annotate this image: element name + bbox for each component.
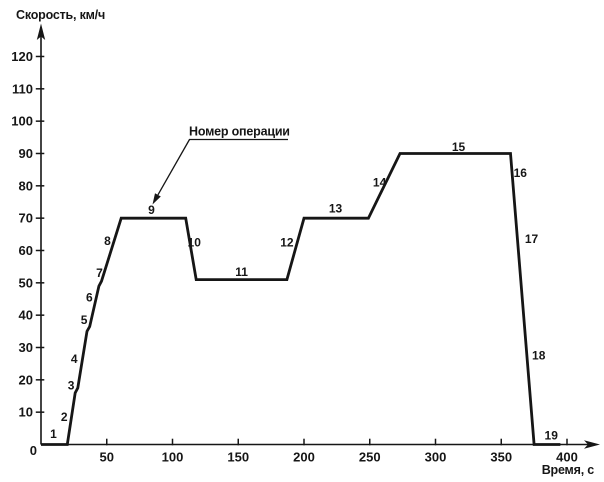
y-tick-label: 70	[19, 211, 33, 226]
y-tick-label: 50	[19, 275, 33, 290]
x-tick-label: 200	[293, 450, 315, 465]
y-tick-group: 10 20 30 40 50 60 70 80 90 100 110 120 0	[11, 49, 45, 458]
y-tick-label: 10	[19, 405, 33, 420]
operation-label-10: 10	[188, 235, 202, 249]
y-axis-title: Скорость, км/ч	[16, 8, 105, 22]
operation-label-19: 19	[545, 428, 559, 442]
y-axis-arrow-icon	[36, 23, 46, 40]
x-axis-arrow-icon	[584, 440, 600, 449]
operation-label-7: 7	[96, 266, 103, 280]
y-tick-label: 30	[19, 340, 33, 355]
x-tick-label: 50	[100, 450, 114, 465]
y-tick-label: 120	[11, 49, 33, 64]
y-tick-label: 80	[19, 178, 33, 193]
x-axis-title: Время, с	[542, 463, 595, 477]
x-tick-label: 150	[227, 450, 249, 465]
operation-label-5: 5	[81, 313, 88, 327]
speed-curve	[41, 152, 561, 446]
operation-label-4: 4	[71, 352, 78, 366]
y-tick-label: 90	[19, 146, 33, 161]
x-tick-label: 250	[359, 450, 381, 465]
operation-label-16: 16	[514, 166, 528, 180]
y-tick-label: 40	[19, 308, 33, 323]
y-tick-label: 110	[12, 81, 33, 96]
operation-label-11: 11	[235, 265, 248, 279]
operation-label-14: 14	[373, 176, 387, 190]
operation-label-3: 3	[68, 379, 75, 393]
y-tick-label: 20	[19, 372, 33, 387]
callout-arrowhead-icon	[152, 193, 161, 205]
operation-label-17: 17	[525, 232, 539, 246]
operation-number-callout: Номер операции	[152, 125, 290, 205]
callout-leader-line	[157, 139, 191, 196]
x-tick-group: 50 100 150 200 250 300 350 400	[100, 438, 578, 465]
x-tick-label: 400	[556, 450, 578, 465]
operation-label-6: 6	[86, 290, 93, 304]
y-tick-label: 60	[19, 243, 33, 258]
x-tick-label: 300	[425, 450, 447, 465]
y-tick-label: 100	[11, 114, 33, 129]
origin-label: 0	[30, 443, 37, 458]
x-tick-label: 100	[162, 450, 184, 465]
x-tick-label: 350	[490, 450, 512, 465]
operation-label-1: 1	[50, 427, 57, 441]
operation-label-12: 12	[280, 235, 294, 249]
callout-text: Номер операции	[189, 125, 290, 139]
operation-label-9: 9	[148, 203, 155, 217]
operation-label-15: 15	[452, 140, 466, 154]
operation-label-2: 2	[61, 410, 68, 424]
operation-label-13: 13	[329, 201, 343, 215]
operation-label-18: 18	[532, 349, 546, 363]
operation-label-8: 8	[104, 234, 111, 248]
